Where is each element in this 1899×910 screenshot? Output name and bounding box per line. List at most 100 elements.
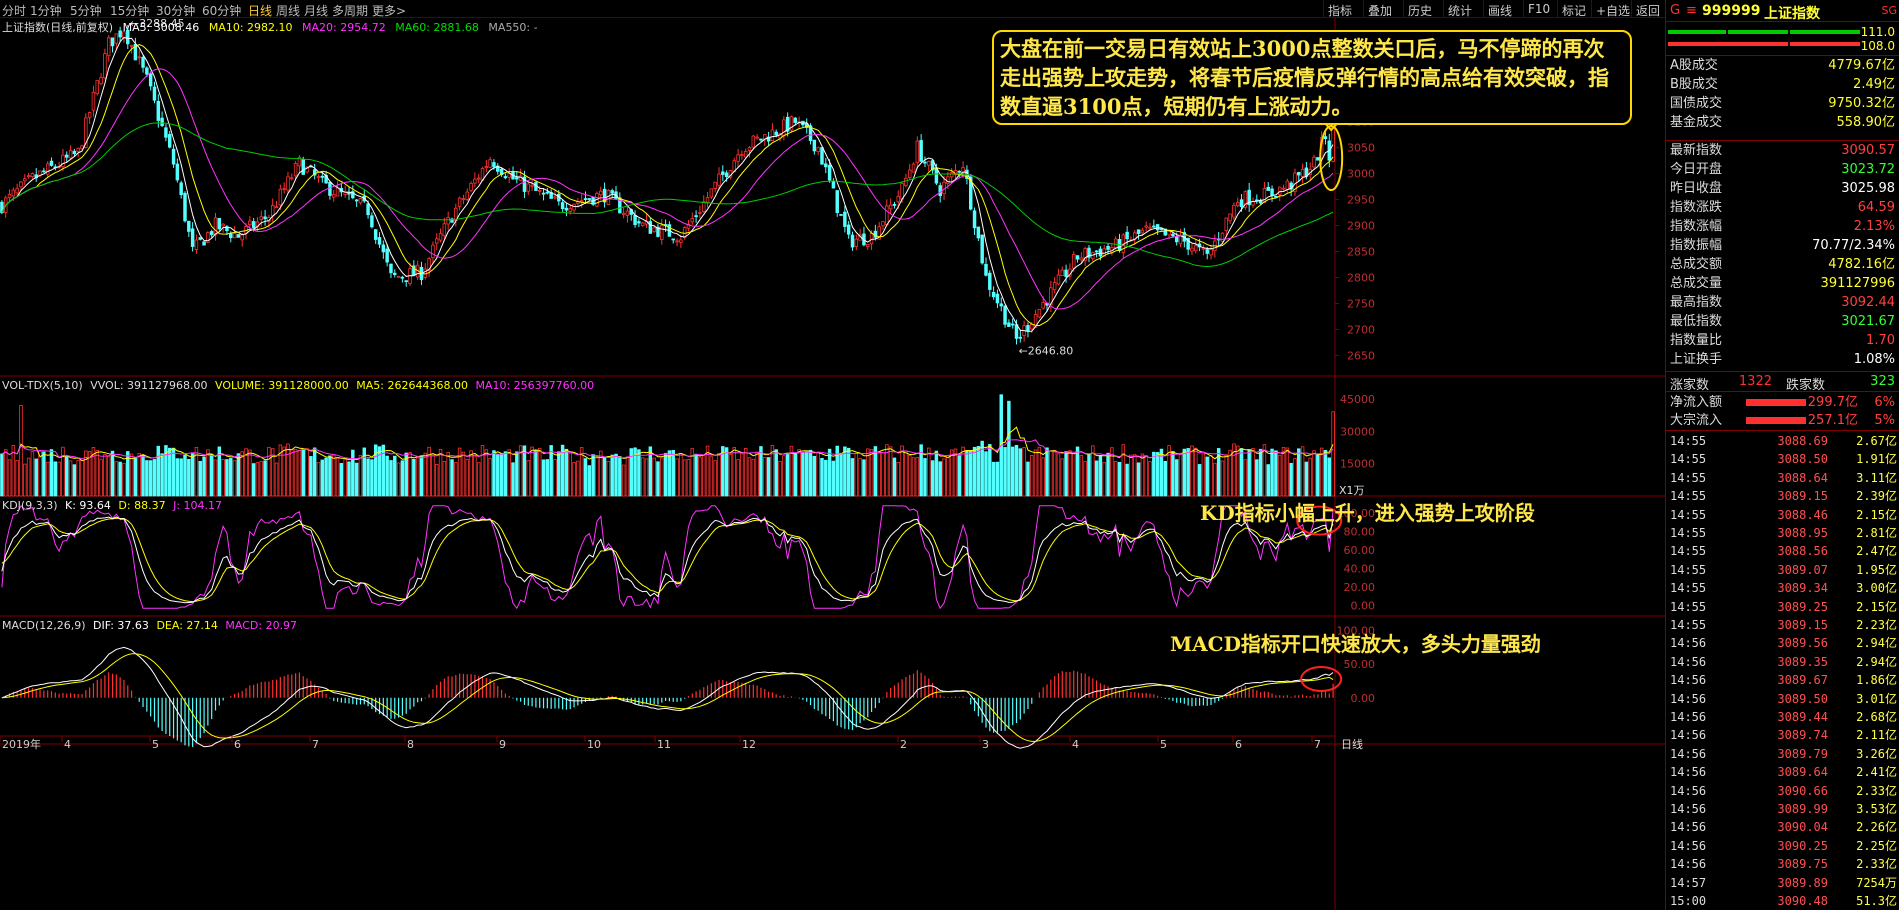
volume-bar (99, 458, 103, 497)
candle-body (1316, 157, 1320, 161)
volume-bar (312, 447, 317, 497)
candle-body (373, 229, 378, 240)
volume-bar (1098, 454, 1103, 497)
toolbar-button-8[interactable]: 返回 (1631, 0, 1665, 18)
volume-bar (187, 458, 191, 497)
x-tick-label: 7 (1314, 738, 1321, 751)
tick-row: 14:56 3090.66 2.33亿 (1666, 782, 1899, 800)
candle-body (690, 218, 695, 223)
volume-bar (457, 447, 462, 497)
menu-icon[interactable]: ≡ (1686, 3, 1697, 18)
volume-bar (579, 447, 584, 497)
volume-bar (1010, 446, 1015, 497)
period-tab-4[interactable]: 30分钟 (156, 4, 196, 18)
toolbar-button-6[interactable]: 标记 (1557, 0, 1591, 18)
volume-bar (637, 449, 641, 497)
candle-body (91, 91, 96, 111)
toolbar-button-2[interactable]: 历史 (1403, 0, 1443, 18)
volume-bar (560, 444, 565, 497)
volume-bar (862, 459, 866, 497)
volume-bar (888, 446, 893, 497)
volume-bar (347, 461, 351, 497)
rows2-label: 最新指数 (1670, 143, 1723, 158)
period-tab-0[interactable]: 分时 (2, 4, 27, 18)
volume-bar (404, 452, 408, 497)
candle-body (305, 166, 309, 173)
kline-chart[interactable]: 2650270027502800285029002950300030503100… (0, 18, 1665, 910)
volume-bar (858, 458, 862, 497)
volume-bar (789, 445, 794, 497)
volume-bar (1224, 454, 1229, 497)
volume-bar (1300, 446, 1305, 497)
candle-body (530, 184, 534, 187)
volume-bar (595, 457, 599, 497)
candle-body (217, 217, 222, 230)
candle-body (286, 176, 290, 191)
candle-body (1297, 172, 1301, 176)
volume-bar (1014, 444, 1019, 497)
volume-bar (827, 448, 832, 497)
volume-bar (217, 446, 222, 497)
volume-bar (1178, 452, 1183, 497)
volume-bar (583, 458, 588, 497)
volume-bar (1056, 453, 1061, 497)
candle-body (175, 163, 180, 181)
candle-body (400, 276, 405, 279)
tick-amount: 1.91亿 (1856, 452, 1897, 467)
period-tab-6[interactable]: 日线 (248, 4, 273, 18)
volume-bar (160, 453, 164, 497)
candle-body (980, 234, 984, 264)
candle-body (61, 154, 65, 167)
down-count: 323 (1870, 374, 1895, 389)
quote-panel: G ≡ 999999 上证指数 SG 111.0 108.0 A股成交 4779.… (1666, 0, 1899, 910)
candle-body (473, 178, 477, 184)
volume-bar (679, 453, 683, 497)
period-tab-3[interactable]: 15分钟 (110, 4, 150, 18)
up-count: 1322 (1738, 374, 1772, 389)
volume-bar (1239, 448, 1244, 497)
toolbar-button-4[interactable]: 画线 (1483, 0, 1523, 18)
period-tab-7[interactable]: 周线 (276, 4, 301, 18)
volume-bar (591, 454, 595, 497)
candle-body (770, 129, 775, 142)
volume-bar (1197, 464, 1202, 497)
rows2-label: 总成交量 (1670, 276, 1723, 291)
period-tab-8[interactable]: 月线 (304, 4, 329, 18)
rows2-label: 指数涨跌 (1670, 200, 1723, 215)
volume-bar (1251, 448, 1255, 497)
period-tab-9[interactable]: 多周期 (332, 4, 369, 18)
candle-body (156, 100, 161, 121)
candle-body (709, 188, 714, 198)
toolbar-button-0[interactable]: 指标 (1323, 0, 1363, 18)
vertical-separator (1665, 0, 1666, 910)
candle-body (877, 226, 881, 240)
tick-time: 14:56 (1670, 838, 1707, 853)
volume-bar (576, 460, 580, 497)
period-tab-2[interactable]: 5分钟 (70, 4, 102, 18)
tick-row: 14:56 3090.04 2.26亿 (1666, 818, 1899, 836)
candle-body (476, 177, 481, 180)
toolbar-button-1[interactable]: 叠加 (1363, 0, 1403, 18)
candle-body (320, 175, 325, 178)
volume-bar (755, 451, 759, 497)
volume-bar (15, 460, 19, 497)
volume-bar (839, 452, 843, 497)
tick-list[interactable]: 14:55 3088.69 2.67亿 14:55 3088.50 1.91亿 14:55 3… (1666, 432, 1899, 910)
period-tab-5[interactable]: 60分钟 (202, 4, 242, 18)
period-tab-10[interactable]: 更多> (372, 4, 407, 18)
volume-bar (274, 462, 279, 497)
candle-body (671, 238, 675, 241)
candle-body (698, 212, 702, 214)
volume-bar (606, 461, 611, 497)
volume-bar (389, 460, 393, 497)
kdj-d-line (1, 517, 1334, 603)
toolbar-button-5[interactable]: F10 (1523, 0, 1557, 18)
candle-body (686, 223, 691, 229)
rows2-row: 总成交量 391127996 (1666, 275, 1899, 293)
toolbar-button-7[interactable]: +自选 (1591, 0, 1631, 18)
candle-body (957, 170, 962, 173)
period-tab-1[interactable]: 1分钟 (30, 4, 62, 18)
candle-body (1163, 228, 1167, 236)
toolbar-button-3[interactable]: 统计 (1443, 0, 1483, 18)
tick-amount: 2.67亿 (1856, 434, 1897, 448)
